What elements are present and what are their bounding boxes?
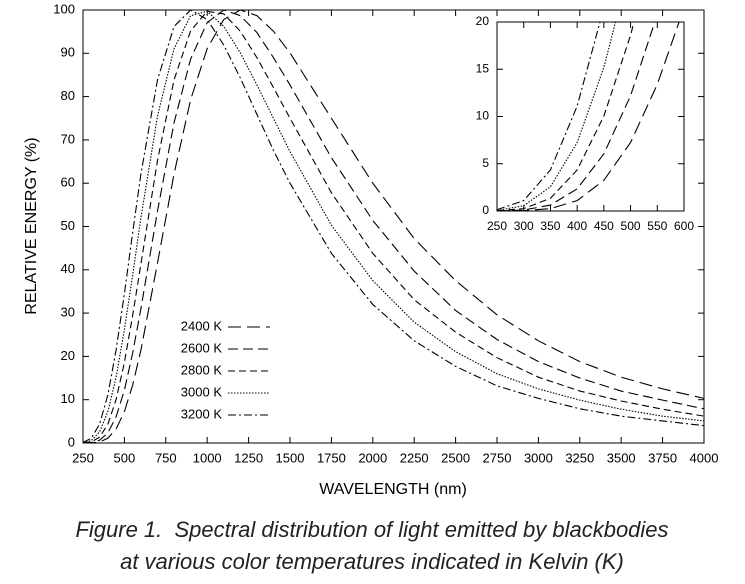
series-group — [83, 10, 704, 443]
x-tick-label: 3750 — [648, 450, 677, 465]
x-tick-label: 2250 — [400, 450, 429, 465]
x-tick-label: 500 — [621, 219, 641, 233]
x-tick-label: 1750 — [317, 450, 346, 465]
x-tick-label: 2750 — [483, 450, 512, 465]
x-tick-label: 2500 — [441, 450, 470, 465]
x-tick-label: 1250 — [234, 450, 263, 465]
x-tick-label: 350 — [540, 219, 560, 233]
y-tick-label: 10 — [61, 391, 75, 406]
caption-line: Figure 1. Spectral distribution of light… — [75, 517, 668, 542]
series-line — [497, 22, 601, 211]
series-line — [83, 10, 704, 443]
series-line — [497, 22, 656, 211]
y-tick-label: 50 — [61, 218, 75, 233]
y-tick-label: 100 — [53, 1, 75, 16]
y-tick-label: 20 — [61, 348, 75, 363]
y-tick-label: 20 — [476, 14, 490, 28]
y-tick-label: 10 — [476, 109, 490, 123]
x-tick-label: 600 — [674, 219, 694, 233]
x-tick-label: 500 — [114, 450, 136, 465]
y-tick-label: 90 — [61, 45, 75, 60]
y-axis-label: RELATIVE ENERGY (%) — [23, 137, 40, 314]
y-tick-label: 40 — [61, 261, 75, 276]
x-tick-label: 250 — [487, 219, 507, 233]
caption-line: at various color temperatures indicated … — [120, 549, 624, 574]
x-tick-label: 300 — [514, 219, 534, 233]
x-tick-label: 400 — [567, 219, 587, 233]
y-tick-label: 0 — [68, 434, 75, 449]
legend-label: 3200 K — [181, 406, 223, 421]
legend-label: 2800 K — [181, 362, 223, 377]
x-tick-label: 1500 — [276, 450, 305, 465]
x-axis-label: WAVELENGTH (nm) — [319, 481, 467, 498]
y-tick-label: 80 — [61, 88, 75, 103]
y-tick-label: 30 — [61, 305, 75, 320]
plot-frame — [496, 21, 685, 212]
series-line — [83, 10, 704, 443]
x-tick-label: 3000 — [524, 450, 553, 465]
y-tick-label: 15 — [476, 61, 490, 75]
x-tick-label: 3250 — [565, 450, 594, 465]
y-tick-label: 5 — [482, 156, 489, 170]
series-line — [83, 10, 704, 443]
y-tick-label: 0 — [482, 203, 489, 217]
series-group — [497, 22, 680, 211]
y-tick-label: 60 — [61, 175, 75, 190]
x-tick-label: 2000 — [358, 450, 387, 465]
legend-label: 2400 K — [181, 318, 223, 333]
x-tick-label: 4000 — [690, 450, 719, 465]
series-line — [83, 10, 704, 443]
series-line — [497, 22, 617, 211]
y-tick-label: 70 — [61, 131, 75, 146]
x-tick-label: 450 — [594, 219, 614, 233]
x-tick-label: 750 — [155, 450, 177, 465]
x-tick-label: 250 — [72, 450, 94, 465]
x-tick-label: 1000 — [193, 450, 222, 465]
series-line — [497, 22, 680, 211]
legend-label: 2600 K — [181, 340, 223, 355]
series-line — [83, 10, 704, 443]
legend-label: 3000 K — [181, 384, 223, 399]
series-line — [497, 22, 635, 211]
x-tick-label: 550 — [647, 219, 667, 233]
x-tick-label: 3500 — [607, 450, 636, 465]
